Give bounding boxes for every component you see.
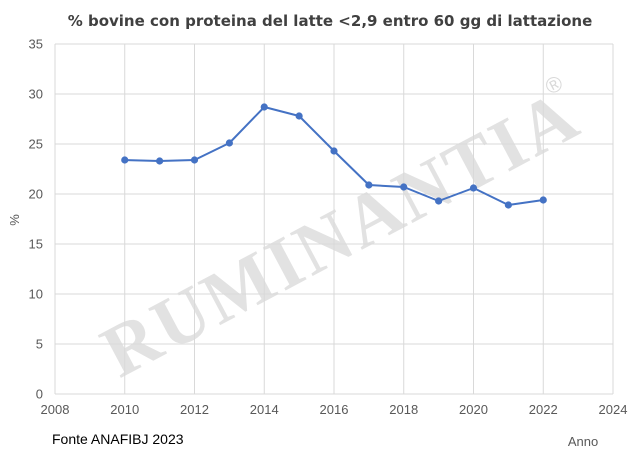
chart-title: % bovine con proteina del latte <2,9 ent… — [68, 12, 593, 30]
y-tick-label: 35 — [29, 37, 43, 52]
data-point — [400, 183, 408, 191]
y-tick-label: 10 — [29, 287, 43, 302]
data-point — [365, 181, 373, 189]
data-point — [156, 157, 164, 165]
x-tick-label: 2008 — [41, 402, 70, 417]
data-point — [330, 147, 338, 155]
x-tick-label: 2010 — [110, 402, 139, 417]
data-point — [504, 201, 512, 209]
data-point — [295, 112, 303, 120]
watermark-text: RUMINANTIA — [89, 74, 593, 394]
x-axis-label: Anno — [568, 434, 598, 449]
source-note: Fonte ANAFIBJ 2023 — [52, 431, 184, 447]
data-point — [469, 184, 478, 192]
x-tick-label: 2024 — [599, 402, 628, 417]
y-tick-label: 5 — [36, 337, 43, 352]
y-tick-label: 20 — [29, 187, 43, 202]
data-point — [260, 103, 268, 111]
x-tick-label: 2022 — [529, 402, 558, 417]
series-group — [121, 103, 547, 209]
watermark: RUMINANTIA ® — [89, 70, 593, 394]
data-point — [539, 196, 547, 204]
y-tick-label: 15 — [29, 237, 43, 252]
data-point — [435, 197, 443, 205]
y-tick-labels: 0 5 10 15 20 25 30 35 — [29, 37, 43, 402]
x-tick-label: 2014 — [250, 402, 279, 417]
x-tick-label: 2012 — [180, 402, 209, 417]
data-point — [121, 156, 129, 164]
y-tick-label: 25 — [29, 137, 43, 152]
x-tick-label: 2018 — [389, 402, 418, 417]
x-tick-labels: 2008 2010 2012 2014 2016 2018 2020 2022 2024 — [41, 402, 628, 417]
data-point — [225, 139, 233, 147]
y-axis-label: % — [7, 214, 22, 226]
y-tick-label: 30 — [29, 87, 43, 102]
grid — [54, 43, 614, 395]
y-tick-label: 0 — [36, 387, 43, 402]
x-tick-label: 2020 — [459, 402, 488, 417]
data-point — [190, 156, 199, 164]
x-tick-label: 2016 — [320, 402, 349, 417]
